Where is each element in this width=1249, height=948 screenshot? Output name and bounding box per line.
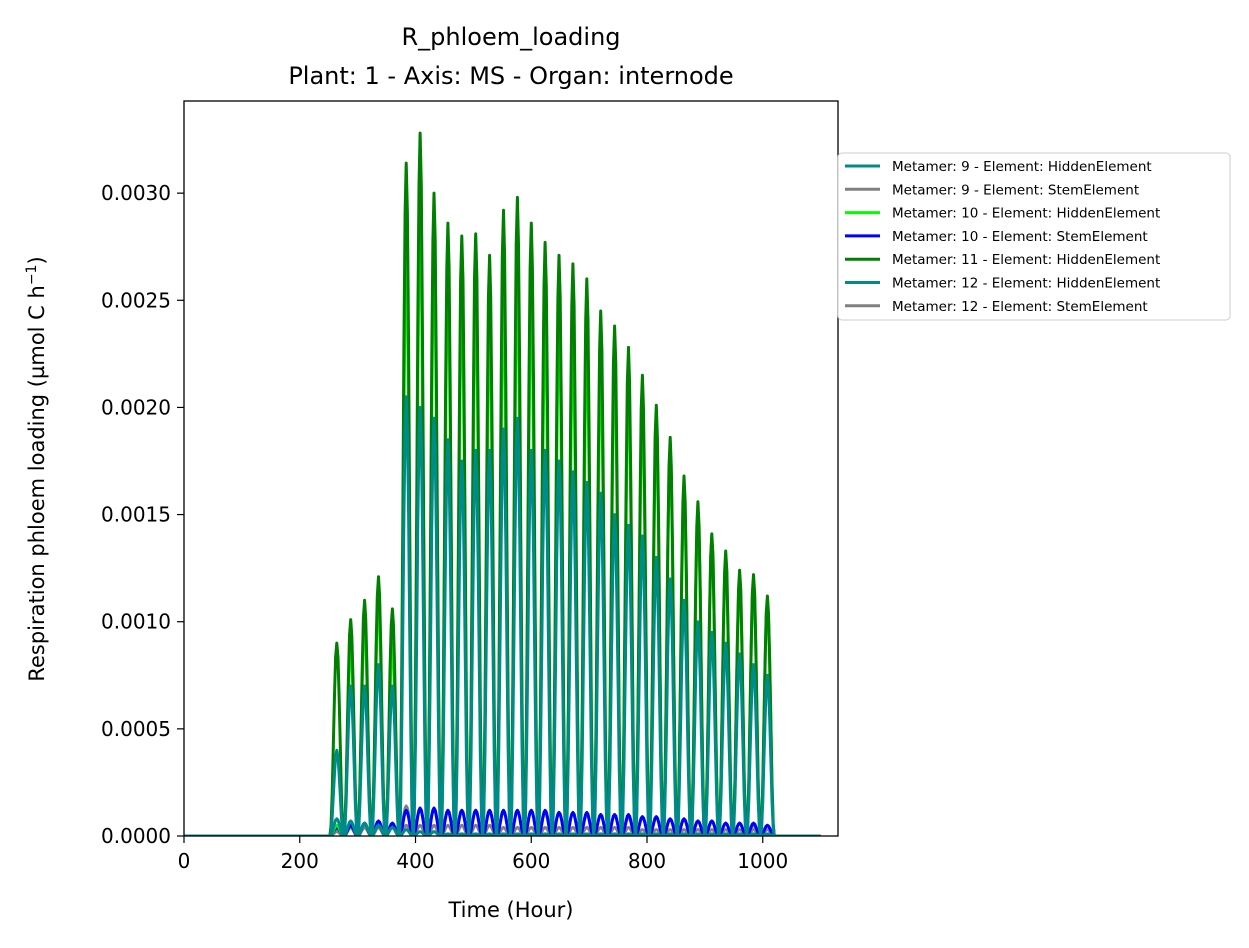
legend-label: Metamer: 11 - Element: HiddenElement <box>892 252 1160 268</box>
legend-label: Metamer: 9 - Element: HiddenElement <box>892 159 1152 175</box>
x-tick-label: 600 <box>512 849 550 873</box>
y-tick-label: 0.0015 <box>101 503 171 527</box>
x-tick-label: 1000 <box>737 849 788 873</box>
y-tick-label: 0.0000 <box>101 824 171 848</box>
x-tick-label: 200 <box>281 849 319 873</box>
x-tick-label: 0 <box>178 849 191 873</box>
x-tick-label: 400 <box>396 849 434 873</box>
y-axis-label: Respiration phloem loading (µmol C h−1) <box>24 256 49 681</box>
y-tick-label: 0.0005 <box>101 717 171 741</box>
y-axis-label-close: ) <box>25 256 49 264</box>
plot-frame <box>183 100 839 837</box>
legend-frame <box>837 152 1231 321</box>
legend-label: Metamer: 9 - Element: StemElement <box>892 182 1139 198</box>
legend-label: Metamer: 10 - Element: HiddenElement <box>892 206 1160 222</box>
y-tick-label: 0.0010 <box>101 610 171 634</box>
y-tick-label: 0.0030 <box>101 181 171 205</box>
legend-items: Metamer: 9 - Element: HiddenElement Metam… <box>845 159 1160 315</box>
legend: Metamer: 9 - Element: HiddenElement Metam… <box>837 152 1231 321</box>
y-axis-label-superscript: −1 <box>24 265 40 286</box>
x-axis-label: Time (Hour) <box>447 898 573 922</box>
legend-label: Metamer: 10 - Element: StemElement <box>892 229 1148 245</box>
legend-label: Metamer: 12 - Element: StemElement <box>892 299 1148 315</box>
chart-title: R_phloem_loading <box>401 23 620 51</box>
x-axis: 0 200 400 600 800 1000 <box>178 836 788 873</box>
y-axis-label-main: Respiration phloem loading (µmol C h <box>25 285 49 682</box>
x-tick-label: 800 <box>628 849 666 873</box>
chart-subtitle: Plant: 1 - Axis: MS - Organ: internode <box>288 62 733 90</box>
y-tick-label: 0.0025 <box>101 288 171 312</box>
series-line-6 <box>184 395 821 836</box>
y-axis: 0.0000 0.0005 0.0010 0.0015 0.0020 0.0025 0.00… <box>101 181 184 848</box>
legend-label: Metamer: 12 - Element: HiddenElement <box>892 276 1160 292</box>
y-tick-label: 0.0020 <box>101 395 171 419</box>
